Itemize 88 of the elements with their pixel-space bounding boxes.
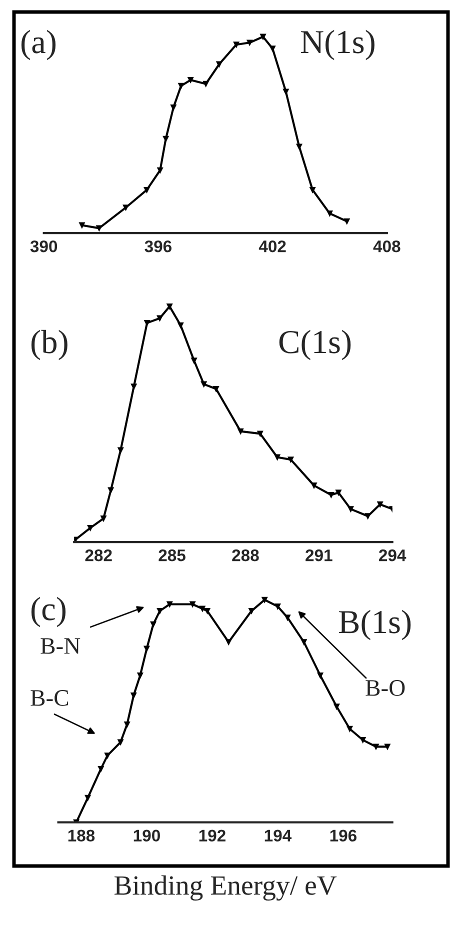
point [274,604,281,610]
point [336,490,342,496]
point [326,210,333,216]
point [348,506,354,512]
x-tick-label: 285 [158,549,186,562]
point [246,40,253,46]
point [84,794,91,801]
point [257,430,264,437]
point [384,744,390,750]
point [284,614,290,621]
point [248,608,254,614]
point [188,77,194,83]
point [144,320,150,326]
point [300,639,307,646]
point [178,322,184,328]
point [178,82,184,89]
point [118,447,124,454]
point [100,516,106,522]
x-tick-label: 194 [264,830,292,842]
annotation: B-N [40,638,80,654]
point [79,222,85,228]
point [200,381,207,388]
point [104,752,110,759]
point [270,46,276,52]
point [108,487,114,494]
annotation: B(1s) [338,610,411,640]
point [130,384,137,390]
x-tick-label: 196 [330,830,357,842]
point [150,621,156,628]
point [98,766,104,772]
point [124,721,130,728]
point [328,492,334,498]
annotation: B-C [30,690,68,706]
x-tick-label: 408 [373,240,400,252]
x-tick-label: 188 [68,830,95,842]
point [260,34,266,40]
point [233,42,240,48]
x-tick-label: 282 [85,549,112,562]
point [137,672,144,678]
text: (b) [31,330,68,360]
point [190,601,196,608]
point [346,726,353,732]
x-axis-title: Binding Energy/ eV [114,875,337,901]
x-tick-label: 190 [134,830,160,842]
x-tick-label: 192 [199,830,226,842]
point [377,501,384,508]
point [311,482,317,488]
point [226,639,232,646]
x-tick-label: 402 [258,240,286,252]
x-tick-label: 294 [379,549,406,562]
annotation: (a) [21,30,56,60]
annotation: C(1s) [279,330,351,360]
point [344,218,350,224]
point [310,186,316,193]
x-tick-label: 390 [30,240,58,252]
x-tick-label: 291 [306,549,332,562]
point [334,704,340,710]
point [373,744,379,750]
point [166,601,173,608]
point [282,88,289,95]
point [216,61,222,68]
point [191,358,198,364]
point [130,692,137,698]
point [204,608,210,614]
x-tick-label: 396 [144,240,172,252]
point [238,428,244,434]
point [262,596,268,603]
point [166,303,173,310]
point [162,136,169,142]
point [144,186,150,193]
point [118,739,124,746]
point [156,315,163,322]
point [156,608,163,614]
annotation: B-O [366,680,405,696]
point [296,144,302,150]
point [317,672,324,678]
annotation: N(1s) [300,30,374,60]
point [170,104,176,110]
point [364,513,371,520]
point [144,646,150,652]
point [157,167,164,174]
point [213,386,220,392]
point [274,454,280,460]
point [288,456,294,463]
annotation: (c) [31,596,66,628]
x-tick-label: 288 [232,549,259,562]
point [202,80,209,87]
point [199,606,206,612]
